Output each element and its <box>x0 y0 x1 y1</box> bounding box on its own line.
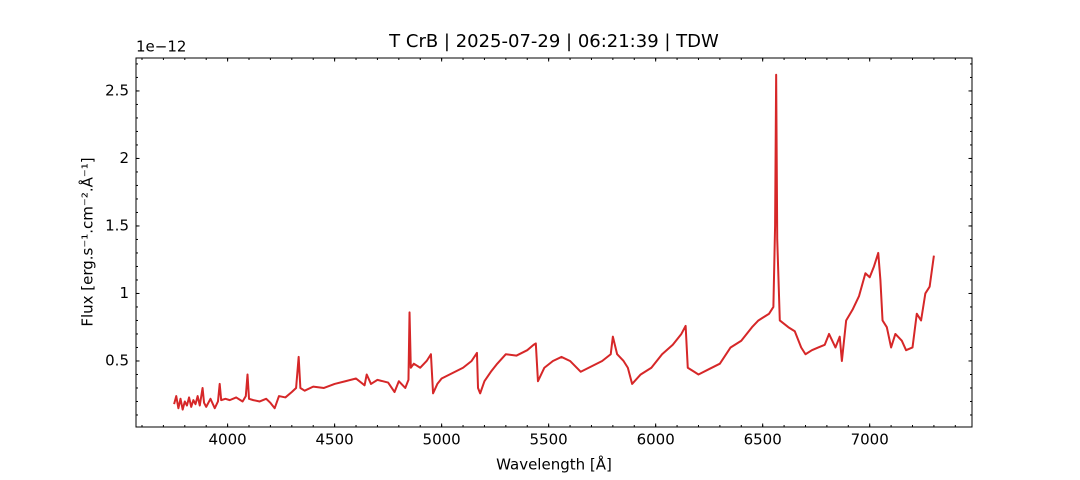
y-tick-label: 2 <box>119 149 129 167</box>
x-tick-label: 6500 <box>744 431 782 449</box>
chart-title: T CrB | 2025-07-29 | 06:21:39 | TDW <box>388 31 719 52</box>
y-tick-label: 1 <box>119 284 129 302</box>
spectrum-line <box>173 73 935 411</box>
x-tick-label: 4500 <box>316 431 354 449</box>
x-tick-label: 6000 <box>637 431 675 449</box>
x-axis-label: Wavelength [Å] <box>496 455 612 474</box>
x-tick-label: 5500 <box>530 431 568 449</box>
x-tick-label: 5000 <box>423 431 461 449</box>
y-tick-label: 0.5 <box>105 351 129 369</box>
plot-frame <box>135 57 973 428</box>
y-axis-label: Flux [erg.s⁻¹.cm⁻².Å⁻¹] <box>78 157 97 326</box>
y-tick-label: 2.5 <box>105 81 129 99</box>
x-tick-label: 7000 <box>851 431 889 449</box>
x-tick-label: 4000 <box>209 431 247 449</box>
y-offset-label: 1e−12 <box>136 38 186 56</box>
y-tick-label: 1.5 <box>105 216 129 234</box>
